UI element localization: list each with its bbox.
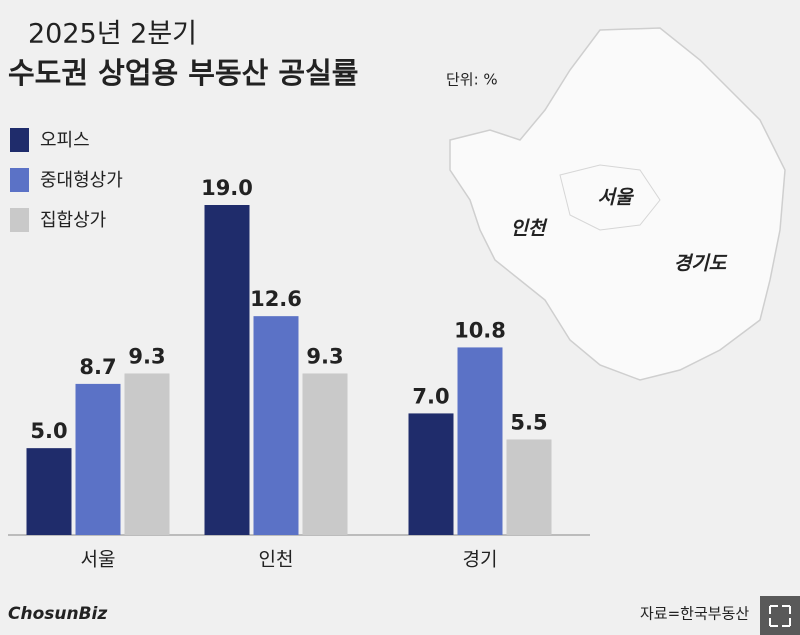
expand-icon bbox=[769, 605, 791, 627]
legend-label: 중대형상가 bbox=[40, 170, 123, 191]
bar bbox=[506, 439, 552, 535]
title: 2025년 2분기 bbox=[28, 19, 197, 50]
x-tick-label: 인천 bbox=[259, 549, 294, 571]
data-label: 9.3 bbox=[306, 344, 343, 368]
data-label: 8.7 bbox=[79, 355, 116, 379]
map-seoul-outline bbox=[559, 164, 661, 231]
map-shape bbox=[449, 27, 786, 381]
logo: ChosunBiz bbox=[8, 604, 107, 624]
data-label: 5.0 bbox=[30, 419, 67, 443]
bar bbox=[26, 448, 72, 535]
bar bbox=[124, 373, 170, 535]
data-label: 10.8 bbox=[454, 318, 506, 342]
legend-swatch bbox=[10, 128, 29, 152]
subtitle: 수도권 상업용 부동산 공실률 bbox=[8, 56, 358, 90]
bar bbox=[75, 383, 121, 535]
data-label: 5.5 bbox=[510, 410, 547, 434]
data-label: 19.0 bbox=[201, 176, 253, 200]
bar bbox=[457, 347, 503, 535]
map-label: 서울 bbox=[598, 187, 635, 209]
expand-button[interactable] bbox=[760, 596, 800, 635]
data-label: 9.3 bbox=[128, 344, 165, 368]
map-label: 인천 bbox=[511, 218, 548, 240]
legend-swatch bbox=[10, 168, 29, 192]
legend-label: 집합상가 bbox=[40, 210, 106, 231]
legend-label: 오피스 bbox=[40, 130, 90, 151]
bar bbox=[302, 373, 348, 535]
x-tick-label: 서울 bbox=[81, 549, 116, 571]
bar bbox=[253, 316, 299, 535]
map-label: 경기도 bbox=[674, 253, 728, 275]
x-tick-label: 경기 bbox=[463, 549, 498, 571]
legend-swatch bbox=[10, 208, 29, 232]
data-label: 7.0 bbox=[412, 384, 449, 408]
source: 자료=한국부동산 bbox=[640, 605, 749, 623]
bar bbox=[408, 413, 454, 535]
bar bbox=[204, 205, 250, 535]
unit: 단위: % bbox=[446, 71, 498, 89]
data-label: 12.6 bbox=[250, 287, 302, 311]
